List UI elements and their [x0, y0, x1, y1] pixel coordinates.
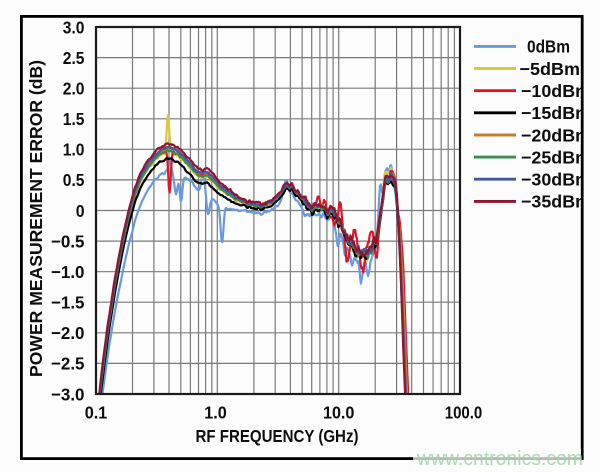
svg-text:−5dBm: −5dBm: [520, 59, 581, 79]
svg-text:2.5: 2.5: [63, 48, 85, 68]
svg-text:0.1: 0.1: [85, 403, 108, 423]
svg-text:0dBm: 0dBm: [527, 37, 570, 57]
svg-text:−0.5: −0.5: [51, 231, 85, 251]
svg-text:3.0: 3.0: [63, 17, 85, 37]
svg-text:RF FREQUENCY (GHz): RF FREQUENCY (GHz): [196, 426, 359, 446]
svg-text:0: 0: [76, 201, 85, 221]
svg-text:10.0: 10.0: [323, 403, 355, 423]
svg-text:www.cntronics.com: www.cntronics.com: [416, 448, 583, 470]
svg-text:−10dBm: −10dBm: [521, 81, 591, 101]
svg-text:−25dBm: −25dBm: [521, 147, 591, 167]
svg-text:0.5: 0.5: [63, 170, 85, 190]
svg-text:1.0: 1.0: [204, 403, 227, 423]
svg-text:2.0: 2.0: [63, 79, 85, 99]
svg-text:−2.5: −2.5: [51, 354, 85, 374]
svg-text:−1.0: −1.0: [51, 262, 85, 282]
svg-text:−30dBm: −30dBm: [521, 170, 591, 190]
svg-text:−20dBm: −20dBm: [521, 125, 591, 145]
svg-text:−3.0: −3.0: [51, 384, 85, 404]
svg-text:−2.0: −2.0: [51, 323, 85, 343]
svg-text:POWER MEASUREMENT ERROR (dB): POWER MEASUREMENT ERROR (dB): [26, 60, 46, 377]
svg-text:−35dBm: −35dBm: [521, 192, 591, 212]
svg-text:−15dBm: −15dBm: [521, 103, 591, 123]
svg-text:−1.5: −1.5: [51, 293, 85, 313]
svg-text:100.0: 100.0: [445, 403, 483, 423]
svg-text:1.5: 1.5: [63, 109, 85, 129]
svg-text:1.0: 1.0: [63, 140, 85, 160]
